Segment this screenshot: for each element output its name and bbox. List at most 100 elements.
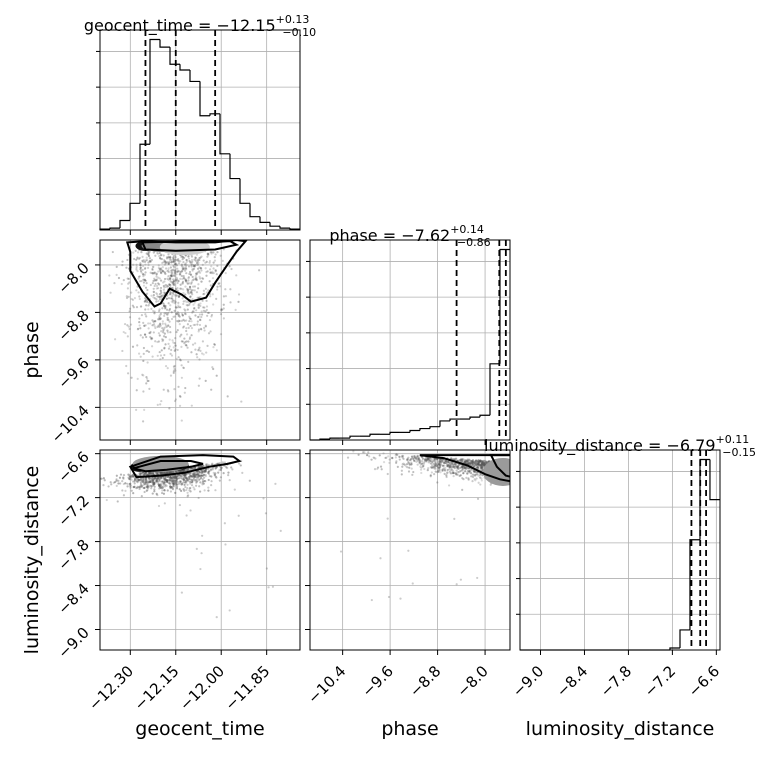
- sample-point: [152, 323, 156, 326]
- sample-point: [480, 477, 483, 480]
- sample-point: [160, 295, 163, 298]
- gt-hist-bin-2: [119, 219, 130, 229]
- sample-point: [191, 479, 194, 482]
- sample-point: [434, 462, 437, 465]
- sample-point: [131, 474, 134, 477]
- sample-point: [158, 485, 161, 488]
- sample-point: [176, 475, 179, 478]
- sample-point: [405, 463, 409, 466]
- luminosity-distance-histogram-panel: [516, 449, 721, 655]
- sample-point: [237, 300, 240, 303]
- sample-point: [115, 265, 118, 268]
- sample-point: [186, 487, 189, 490]
- sample-point: [197, 478, 201, 482]
- sample-point: [467, 467, 470, 470]
- sample-point: [479, 459, 482, 462]
- sample-point: [477, 481, 480, 484]
- sample-point: [447, 460, 450, 463]
- sample-point: [163, 312, 166, 315]
- sample-point: [169, 331, 172, 334]
- sample-point: [142, 278, 145, 281]
- sample-point: [191, 293, 194, 296]
- sample-point: [189, 317, 192, 321]
- sample-point: [454, 472, 457, 475]
- sample-point: [193, 289, 196, 292]
- sample-point: [144, 481, 148, 484]
- sample-point: [186, 483, 189, 486]
- sample-point: [435, 458, 439, 461]
- sample-point: [166, 480, 169, 484]
- sample-point: [125, 295, 128, 298]
- sample-point: [189, 471, 193, 475]
- sample-point: [144, 477, 147, 480]
- sample-point: [198, 323, 202, 327]
- sample-point: [184, 267, 188, 270]
- sample-point: [426, 458, 429, 462]
- sample-point: [177, 262, 181, 265]
- sample-point: [459, 578, 462, 581]
- sample-point: [180, 270, 183, 273]
- ld-hist-bin-17: [689, 539, 700, 630]
- sample-point: [189, 486, 192, 490]
- sample-point: [151, 492, 154, 495]
- sample-point: [470, 460, 473, 463]
- sample-point: [156, 252, 159, 255]
- sample-point: [228, 479, 231, 482]
- sample-point: [145, 473, 148, 476]
- sample-point: [450, 462, 454, 465]
- sample-point: [401, 465, 404, 468]
- sample-point: [476, 463, 479, 466]
- sample-point: [419, 468, 423, 471]
- sample-point: [478, 464, 482, 468]
- sample-point: [374, 457, 377, 460]
- sample-point: [153, 477, 156, 480]
- sample-point: [145, 256, 148, 259]
- sample-point: [175, 483, 178, 487]
- sample-point: [475, 463, 478, 466]
- sample-point: [160, 482, 163, 485]
- sample-point: [409, 459, 412, 462]
- sample-point: [442, 461, 445, 464]
- sample-point: [237, 514, 240, 517]
- sample-point: [215, 476, 218, 479]
- sample-point: [168, 476, 172, 479]
- sample-point: [197, 287, 200, 290]
- sample-point: [197, 283, 200, 286]
- sample-point: [135, 263, 138, 266]
- sample-point: [143, 486, 146, 489]
- sample-point: [410, 455, 414, 458]
- sample-point: [152, 478, 155, 481]
- sample-point: [185, 514, 188, 517]
- sample-point: [201, 464, 204, 467]
- sample-point: [128, 310, 131, 313]
- sample-point: [400, 455, 404, 458]
- sample-point: [167, 471, 170, 474]
- sample-point: [140, 472, 144, 475]
- sample-point: [151, 267, 154, 271]
- x-tick-label-phase-2: −8.8: [406, 662, 444, 700]
- sample-point: [482, 463, 485, 466]
- sample-point: [145, 486, 149, 489]
- sample-point: [473, 473, 477, 477]
- sample-point: [372, 456, 375, 459]
- sample-point: [168, 283, 171, 286]
- sample-point: [156, 295, 159, 298]
- sample-point: [174, 269, 177, 272]
- sample-point: [411, 455, 414, 458]
- sample-point: [182, 288, 185, 291]
- sample-point: [148, 471, 151, 475]
- sample-point: [479, 463, 482, 467]
- sample-point: [241, 471, 244, 474]
- sample-point: [152, 291, 156, 294]
- sample-point: [162, 304, 166, 308]
- y-tick-label-phase-0: −10.4: [48, 401, 93, 446]
- sample-point: [180, 340, 183, 343]
- sample-point: [173, 367, 176, 371]
- sample-point: [163, 347, 166, 350]
- sample-point: [218, 285, 222, 288]
- sample-point: [195, 273, 198, 276]
- sample-point: [479, 483, 482, 486]
- sample-point: [468, 470, 471, 473]
- sample-point: [459, 458, 463, 461]
- sample-point: [203, 292, 206, 295]
